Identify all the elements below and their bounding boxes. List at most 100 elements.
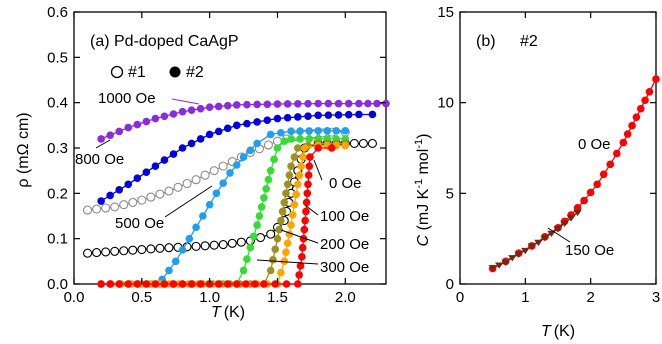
b-data-point: [527, 243, 537, 250]
a-data-point: [187, 280, 196, 288]
annotation-b-150-oe-leader: [547, 227, 571, 243]
a-data-point: [300, 225, 309, 234]
b-data-point: [645, 87, 654, 96]
a-data-point: [232, 161, 241, 169]
a-data-point: [266, 266, 275, 275]
a-data-point: [367, 138, 377, 149]
a-data-point: [297, 162, 306, 170]
a-data-point: [280, 198, 289, 207]
a-data-point: [239, 266, 248, 275]
a-data-point: [305, 135, 313, 143]
a-data-point: [262, 185, 270, 193]
a-data-point: [304, 112, 312, 120]
panel-a-xlabel-unit: (K): [224, 304, 245, 321]
annotation-b-0-oe: 0 Oe: [578, 136, 611, 153]
b-data-point: [547, 230, 556, 238]
a-data-point: [253, 100, 261, 109]
annotation-200-oe: 200 Oe: [320, 236, 369, 253]
a-data-point: [151, 114, 160, 123]
panel-a-ticks: 0.0 0.5 1.0 1.5 2.0 0.0 0.1 0.2 0.3 0.4 0.5 0.6: [47, 4, 386, 306]
a-data-point: [253, 118, 261, 126]
a-data-point: [324, 111, 333, 119]
a-data-point: [83, 248, 93, 258]
a-data-point: [273, 234, 282, 243]
a-data-point: [155, 243, 165, 253]
a-xtick-label: 0.0: [64, 289, 85, 306]
a-data-point: [304, 99, 312, 108]
a-data-point: [164, 243, 174, 253]
b-data-point: [553, 226, 563, 233]
a-data-point: [165, 266, 173, 275]
a-data-point: [142, 117, 151, 126]
a-data-point: [83, 205, 93, 215]
a-data-point: [305, 127, 313, 135]
a-data-point: [92, 248, 102, 258]
a-data-point: [164, 186, 174, 196]
panel-b-frame: [459, 11, 657, 285]
a-data-point: [196, 135, 205, 143]
panel-b-ylabel: C (mJ K-1 mol-1): [413, 134, 432, 247]
a-data-point: [266, 130, 275, 139]
legend-open-label: #1: [128, 64, 146, 81]
a-data-point: [263, 140, 273, 150]
a-data-point: [294, 113, 302, 121]
a-data-point: [246, 243, 255, 252]
a-data-point: [155, 189, 165, 199]
a-xtick-label: 2.0: [335, 289, 356, 306]
a-data-point: [142, 168, 151, 176]
a-data-point: [277, 268, 285, 277]
a-data-point: [296, 135, 304, 143]
annotation-100-oe-leader: [304, 204, 319, 216]
a-data-point: [171, 257, 180, 266]
a-data-point: [92, 204, 102, 214]
a-data-point: [205, 130, 214, 139]
a-data-point: [283, 113, 292, 122]
a-data-point: [97, 280, 105, 288]
a-data-point: [334, 99, 343, 108]
a-data-point: [226, 169, 234, 177]
b-xtick-label: 0: [456, 289, 464, 306]
b-data-point: [566, 215, 576, 222]
b-ytick-label: 15: [437, 4, 454, 21]
a-data-point: [314, 111, 322, 120]
a-data-point: [257, 203, 266, 211]
a-data-point: [106, 280, 114, 288]
annotation-0-oe-leader: [313, 159, 323, 181]
a-data-point: [296, 262, 305, 270]
b-data-point: [514, 251, 523, 258]
a-data-point: [299, 153, 307, 161]
b-data-point: [573, 204, 582, 212]
a-data-point: [290, 153, 299, 161]
a-data-point: [271, 245, 280, 254]
a-data-point: [246, 146, 255, 155]
panel-b-title: (b): [476, 33, 496, 50]
a-data-point: [115, 127, 124, 136]
a-data-point: [160, 280, 169, 288]
a-data-point: [151, 280, 160, 288]
b-data-point: [636, 104, 645, 113]
a-data-point: [277, 129, 285, 137]
b-data-point: [586, 188, 595, 197]
a-data-point: [285, 171, 294, 179]
a-data-point: [332, 126, 341, 135]
b-data-point: [599, 170, 608, 179]
a-data-point: [295, 271, 303, 279]
a-data-point: [287, 127, 295, 136]
a-data-point: [137, 244, 147, 255]
a-data-point: [253, 221, 261, 229]
a-data-point: [223, 280, 232, 288]
a-data-point: [314, 126, 322, 135]
a-data-point: [173, 182, 183, 192]
a-data-point: [142, 280, 151, 288]
annotation-200-oe-leader: [280, 229, 319, 244]
a-data-point: [106, 191, 114, 200]
annotation-500-oe-leader: [164, 185, 213, 218]
b-data-point: [495, 262, 504, 269]
a-xtick-label: 1.5: [267, 289, 288, 306]
a-data-point: [298, 252, 306, 261]
a-data-point: [344, 110, 353, 119]
a-data-point: [146, 244, 156, 254]
b-xtick-label: 2: [586, 289, 594, 306]
a-data-point: [287, 135, 295, 143]
